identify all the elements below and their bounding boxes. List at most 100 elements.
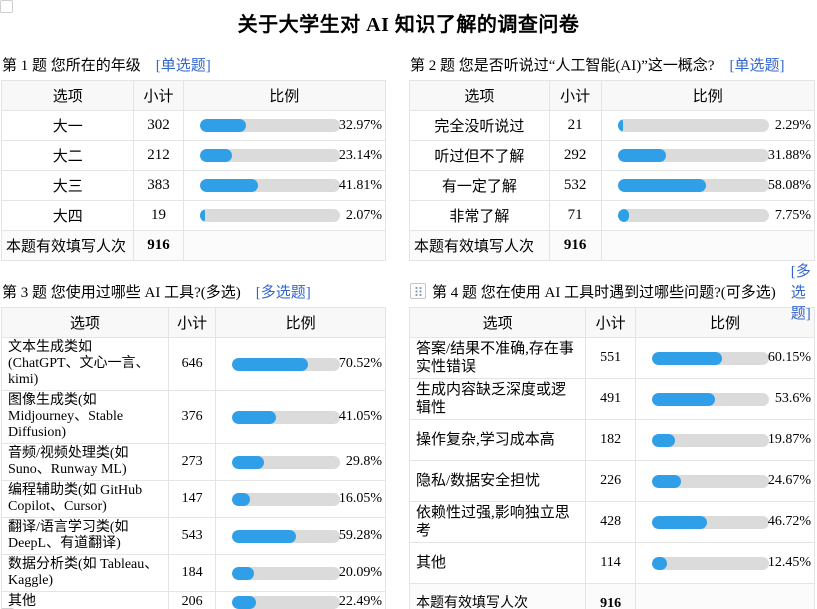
ratio-bar: 46.72% <box>636 514 813 530</box>
question-block: 第 4 题 您在使用 AI 工具时遇到过哪些问题?(可多选) [多选题] 选项 … <box>408 264 816 609</box>
ratio-bar: 12.45% <box>636 555 813 571</box>
ratio-bar: 2.29% <box>602 118 813 134</box>
bar-fill <box>651 515 707 529</box>
ratio-bar: 22.49% <box>217 594 385 609</box>
question-type-link[interactable]: [单选题] <box>155 57 211 74</box>
option-count: 383 <box>133 170 184 201</box>
bar-track <box>232 455 340 469</box>
bar-track <box>199 209 340 222</box>
result-row: 其他 206 22.49% <box>0 591 386 609</box>
bar-track <box>617 119 769 132</box>
question-block: 第 2 题 您是否听说过“人工智能(AI)”这一概念? [单选题] 选项 小计 … <box>409 54 816 261</box>
ratio-bar: 29.8% <box>217 454 385 470</box>
option-count: 147 <box>168 480 217 518</box>
column-header-option: 选项 <box>0 307 170 338</box>
column-header-option: 选项 <box>408 307 587 338</box>
percent-label: 29.8% <box>345 454 382 469</box>
option-label: 文本生成类如(ChatGPT、文心一言、kimi) <box>0 337 170 391</box>
option-count: 543 <box>168 517 217 555</box>
option-count: 302 <box>133 110 184 141</box>
option-label: 非常了解 <box>409 200 550 231</box>
result-row: 文本生成类如(ChatGPT、文心一言、kimi) 646 70.52% <box>0 337 386 391</box>
column-header-count: 小计 <box>133 80 184 111</box>
percent-label: 41.81% <box>338 177 382 193</box>
bar-track <box>199 179 340 192</box>
ratio-bar: 7.75% <box>602 208 813 224</box>
result-row: 音频/视频处理类(如 Suno、Runway ML) 273 29.8% <box>0 443 386 481</box>
question-type-link[interactable]: [多选题] <box>255 284 311 301</box>
results-body: 答案/结果不准确,存在事实性错误 551 60.15% 生成内容缺乏深度或逻辑性 491… <box>408 337 816 584</box>
bar-track <box>651 433 769 447</box>
ratio-bar: 60.15% <box>636 350 813 366</box>
ratio-cell: 19.87% <box>634 419 816 461</box>
percent-label: 59.28% <box>338 528 382 543</box>
question-title: 第 1 题 您所在的年级 <box>2 57 141 74</box>
question-type-link[interactable]: [单选题] <box>729 57 785 74</box>
ratio-cell: 53.6% <box>634 378 816 420</box>
percent-label: 20.09% <box>338 565 382 580</box>
total-empty-cell <box>182 230 387 261</box>
percent-label: 32.97% <box>338 117 382 133</box>
column-header-ratio: 比例 <box>215 307 386 338</box>
option-label: 音频/视频处理类(如 Suno、Runway ML) <box>0 443 170 481</box>
result-row: 生成内容缺乏深度或逻辑性 491 53.6% <box>408 378 816 420</box>
option-label: 大二 <box>0 140 135 171</box>
total-label: 本题有效填写人次 <box>0 230 135 261</box>
percent-label: 70.52% <box>338 356 382 371</box>
drag-handle-icon[interactable] <box>410 283 426 299</box>
total-count: 916 <box>133 230 184 261</box>
percent-label: 60.15% <box>767 350 811 365</box>
question-block: 第 1 题 您所在的年级 [单选题] 选项 小计 比例 大一 302 32.97% 大… <box>0 54 387 261</box>
question-block: 第 3 题 您使用过哪些 AI 工具?(多选) [多选题] 选项 小计 比例 文… <box>0 281 386 609</box>
ratio-cell: 12.45% <box>634 542 816 584</box>
ratio-bar: 41.81% <box>184 177 384 194</box>
ratio-bar: 16.05% <box>217 491 385 507</box>
total-row: 本题有效填写人次 916 <box>408 583 816 609</box>
questions-grid: 第 1 题 您所在的年级 [单选题] 选项 小计 比例 大一 302 32.97% 大… <box>0 54 817 609</box>
question-header: 第 3 题 您使用过哪些 AI 工具?(多选) [多选题] <box>2 281 386 301</box>
column-header-ratio: 比例 <box>600 80 816 111</box>
bar-track <box>651 474 769 488</box>
results-body: 文本生成类如(ChatGPT、文心一言、kimi) 646 70.52% 图像生成类(… <box>0 337 386 609</box>
ratio-cell: 24.67% <box>634 460 816 502</box>
option-count: 428 <box>585 501 636 543</box>
ratio-bar: 58.08% <box>602 178 813 194</box>
option-count: 226 <box>585 460 636 502</box>
option-count: 114 <box>585 542 636 584</box>
ratio-cell: 20.09% <box>215 554 386 592</box>
option-label: 大一 <box>0 110 135 141</box>
option-label: 编程辅助类(如 GitHub Copilot、Cursor) <box>0 480 170 518</box>
result-row: 编程辅助类(如 GitHub Copilot、Cursor) 147 16.05% <box>0 480 386 518</box>
option-label: 大四 <box>0 200 135 231</box>
question-type-link[interactable]: [多选题] <box>790 263 811 322</box>
ratio-cell: 41.05% <box>215 390 386 444</box>
column-header-count: 小计 <box>548 80 602 111</box>
percent-label: 53.6% <box>774 391 811 406</box>
option-count: 19 <box>133 200 184 231</box>
bar-fill <box>232 492 250 506</box>
option-count: 273 <box>168 443 217 481</box>
ratio-bar: 41.05% <box>217 409 385 425</box>
ratio-cell: 60.15% <box>634 337 816 379</box>
option-count: 646 <box>168 337 217 391</box>
ratio-cell: 41.81% <box>182 170 387 201</box>
option-count: 71 <box>548 200 602 231</box>
ratio-cell: 23.14% <box>182 140 387 171</box>
ratio-cell: 32.97% <box>182 110 387 141</box>
percent-label: 23.14% <box>338 147 382 163</box>
ratio-bar: 19.87% <box>636 432 813 448</box>
bar-track <box>651 515 769 529</box>
option-label: 数据分析类(如 Tableau、Kaggle) <box>0 554 170 592</box>
result-row: 隐私/数据安全担忧 226 24.67% <box>408 460 816 502</box>
percent-label: 2.07% <box>345 207 382 223</box>
drag-handle-partial-top[interactable] <box>0 0 13 13</box>
ratio-cell: 59.28% <box>215 517 386 555</box>
bar-track <box>651 351 769 365</box>
bar-fill <box>232 529 297 543</box>
bar-track <box>199 149 340 162</box>
ratio-bar: 59.28% <box>217 528 385 544</box>
bar-fill <box>651 556 667 570</box>
option-label: 完全没听说过 <box>409 110 550 141</box>
bar-fill <box>199 179 259 192</box>
total-count: 916 <box>548 230 602 261</box>
